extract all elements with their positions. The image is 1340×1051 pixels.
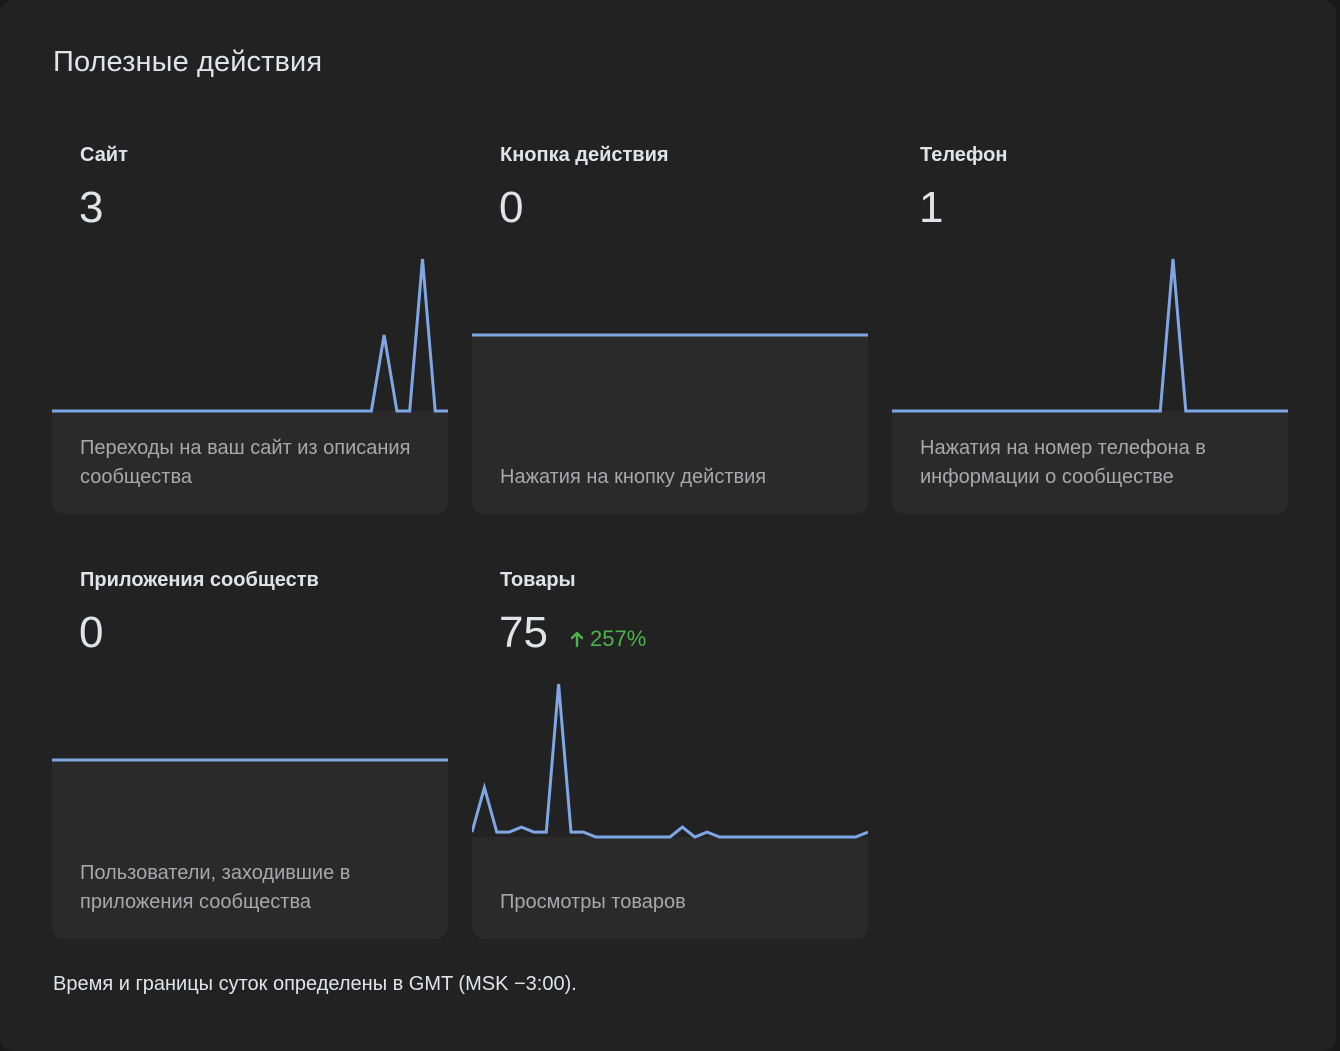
card-action-button[interactable]: Кнопка действия 0 Нажатия на кнопку дейс… [472, 117, 868, 514]
chart-background [472, 117, 868, 335]
arrow-up-icon [570, 631, 584, 648]
card-community-apps[interactable]: Приложения сообществ 0 Пользователи, зах… [52, 542, 448, 939]
card-description: Переходы на ваш сайт из описания сообщес… [80, 437, 411, 488]
chart-background [52, 542, 448, 760]
sparkline-chart [52, 758, 448, 762]
card-value: 75 [499, 608, 548, 657]
sparkline-series-line [52, 258, 448, 413]
card-title: Кнопка действия [500, 144, 669, 166]
chart-background [892, 117, 1288, 411]
card-value: 3 [79, 183, 104, 232]
card-delta-value: 257% [590, 626, 647, 651]
sparkline-chart [892, 258, 1288, 413]
sparkline-series-line [892, 258, 1288, 413]
card-value: 1 [919, 183, 944, 232]
card-title: Сайт [80, 144, 128, 166]
card-site[interactable]: Сайт 3 Переходы на ваш сайт из описания … [52, 117, 448, 514]
section-title: Полезные действия [53, 46, 323, 78]
card-description: Просмотры товаров [500, 891, 686, 913]
card-delta: 257% [570, 626, 646, 652]
sparkline-chart [472, 683, 868, 839]
card-title: Телефон [920, 144, 1008, 166]
card-description: Пользователи, заходившие в приложения со… [80, 862, 351, 913]
sparkline-series-line [472, 683, 868, 839]
timezone-note: Время и границы суток определены в GMT (… [53, 973, 577, 995]
chart-background [52, 117, 448, 411]
card-title: Приложения сообществ [80, 569, 319, 591]
card-title: Товары [500, 569, 576, 591]
card-description: Нажатия на кнопку действия [500, 466, 767, 488]
chart-background [472, 542, 868, 837]
card-description: Нажатия на номер телефона в информации о… [920, 437, 1206, 488]
card-phone[interactable]: Телефон 1 Нажатия на номер телефона в ин… [892, 117, 1288, 514]
card-value: 0 [499, 183, 524, 232]
card-goods[interactable]: Товары 75 257% Просмотры товаров [472, 542, 868, 939]
sparkline-chart [472, 333, 868, 337]
sparkline-chart [52, 258, 448, 413]
card-value: 0 [79, 608, 104, 657]
